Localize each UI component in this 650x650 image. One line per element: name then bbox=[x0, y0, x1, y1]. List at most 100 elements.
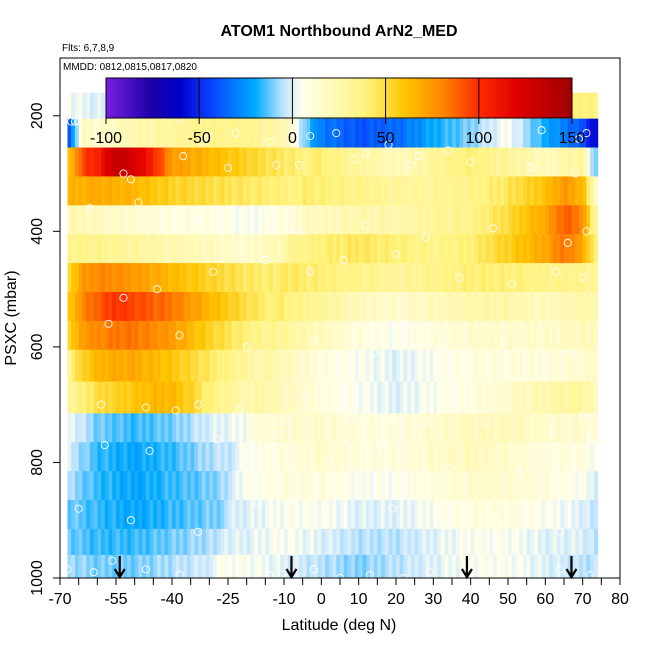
heatmap-cell bbox=[306, 500, 311, 530]
colorbar-fill bbox=[105, 77, 573, 119]
heatmap-cell bbox=[403, 118, 408, 148]
y-tick-label: 400 bbox=[29, 218, 46, 245]
heatmap-cell bbox=[183, 554, 188, 578]
data-point bbox=[74, 504, 83, 513]
heatmap-cell bbox=[448, 320, 453, 351]
heatmap-cell bbox=[231, 205, 237, 235]
heatmap-cell bbox=[254, 118, 259, 148]
heatmap-cell bbox=[452, 176, 457, 206]
heatmap-cell bbox=[310, 263, 315, 293]
heatmap-cell bbox=[373, 528, 378, 556]
heatmap-cell bbox=[89, 349, 95, 382]
heatmap-cell bbox=[261, 118, 266, 148]
heatmap-cell bbox=[261, 234, 266, 264]
heatmap-cell bbox=[179, 205, 184, 235]
heatmap-cell bbox=[437, 176, 442, 206]
heatmap-cell bbox=[254, 554, 259, 578]
heatmap-cell bbox=[537, 263, 543, 293]
heatmap-cell bbox=[425, 176, 431, 206]
heatmap-cell bbox=[440, 118, 446, 148]
heatmap-cell bbox=[306, 320, 311, 351]
heatmap-cell bbox=[89, 205, 95, 235]
heatmap-cell bbox=[560, 118, 565, 148]
heatmap-cell bbox=[82, 381, 87, 414]
heatmap-cell bbox=[269, 263, 274, 293]
heatmap-cell bbox=[291, 554, 296, 578]
heatmap-cell bbox=[403, 349, 408, 382]
heatmap-cell bbox=[493, 292, 498, 322]
heatmap-cell bbox=[78, 205, 83, 235]
heatmap-cell bbox=[522, 442, 528, 472]
heatmap-cell bbox=[164, 234, 169, 264]
heatmap-cell bbox=[347, 320, 352, 351]
heatmap-cell bbox=[239, 349, 244, 382]
heatmap-cell bbox=[522, 205, 528, 235]
heatmap-cell bbox=[186, 554, 192, 578]
heatmap-cell bbox=[302, 381, 307, 414]
heatmap-cell bbox=[414, 147, 419, 177]
data-point bbox=[197, 137, 206, 146]
heatmap-cell bbox=[265, 263, 270, 293]
heatmap-cell bbox=[254, 381, 259, 414]
heatmap-cell bbox=[280, 147, 285, 177]
heatmap-cell bbox=[246, 176, 251, 206]
heatmap-cell bbox=[481, 528, 487, 556]
heatmap-cell bbox=[534, 147, 539, 177]
heatmap-cell bbox=[429, 118, 434, 148]
heatmap-cell bbox=[82, 442, 87, 472]
heatmap-cell bbox=[340, 442, 345, 472]
heatmap-cell bbox=[343, 381, 349, 414]
heatmap-cell bbox=[422, 118, 427, 148]
heatmap-cell bbox=[284, 118, 289, 148]
heatmap-cell bbox=[127, 205, 132, 235]
heatmap-cell bbox=[448, 471, 453, 501]
heatmap-cell bbox=[325, 442, 330, 472]
heatmap-cell bbox=[291, 528, 296, 556]
heatmap-cell bbox=[582, 381, 587, 414]
heatmap-cell bbox=[519, 442, 524, 472]
heatmap-cell bbox=[168, 176, 173, 206]
heatmap-cell bbox=[272, 442, 278, 472]
data-point bbox=[362, 149, 371, 158]
heatmap-cell bbox=[190, 471, 195, 501]
heatmap-cell bbox=[257, 118, 263, 148]
heatmap-cell bbox=[373, 500, 378, 530]
heatmap-cell bbox=[142, 292, 147, 322]
heatmap-cell bbox=[287, 413, 293, 443]
heatmap-cell bbox=[242, 413, 248, 443]
heatmap-cell bbox=[522, 349, 528, 382]
heatmap-cell bbox=[82, 92, 87, 120]
heatmap-cell bbox=[552, 554, 558, 578]
heatmap-cell bbox=[578, 349, 584, 382]
heatmap-cell bbox=[567, 471, 573, 501]
heatmap-cell bbox=[127, 320, 132, 351]
heatmap-cell bbox=[112, 176, 117, 206]
heatmap-cell bbox=[138, 118, 143, 148]
heatmap-cell bbox=[463, 413, 468, 443]
heatmap-cell bbox=[108, 292, 113, 322]
heatmap-cell bbox=[545, 292, 550, 322]
heatmap-cell bbox=[153, 292, 158, 322]
heatmap-cell bbox=[220, 413, 225, 443]
heatmap-cell bbox=[302, 118, 307, 148]
heatmap-cell bbox=[242, 442, 248, 472]
heatmap-cell bbox=[549, 147, 554, 177]
heatmap-cell bbox=[261, 176, 266, 206]
heatmap-cell bbox=[101, 528, 106, 556]
heatmap-cell bbox=[414, 263, 419, 293]
heatmap-cell bbox=[183, 500, 188, 530]
data-point bbox=[436, 342, 445, 351]
heatmap-cell bbox=[134, 292, 139, 322]
heatmap-cell bbox=[496, 292, 502, 322]
heatmap-cell bbox=[384, 349, 390, 382]
heatmap-cell bbox=[347, 381, 352, 414]
heatmap-cell bbox=[392, 554, 397, 578]
heatmap-cell bbox=[172, 176, 177, 206]
heatmap-cell bbox=[340, 320, 345, 351]
heatmap-cell bbox=[425, 554, 431, 578]
data-point bbox=[283, 573, 292, 578]
heatmap-cell bbox=[593, 349, 599, 382]
heatmap-cell bbox=[242, 205, 248, 235]
heatmap-cell bbox=[213, 381, 218, 414]
heatmap-cell bbox=[530, 263, 535, 293]
